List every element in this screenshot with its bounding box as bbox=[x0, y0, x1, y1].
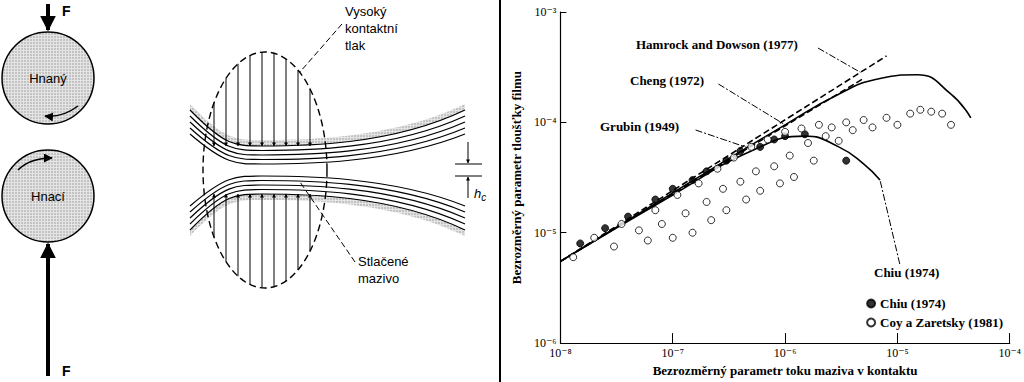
svg-text:10⁻⁵: 10⁻⁵ bbox=[886, 346, 909, 360]
svg-text:hc: hc bbox=[474, 186, 486, 203]
svg-text:Hnací: Hnací bbox=[31, 189, 65, 204]
svg-text:10⁻⁷: 10⁻⁷ bbox=[661, 346, 684, 360]
svg-text:10⁻⁶: 10⁻⁶ bbox=[774, 346, 797, 360]
svg-text:10⁻⁴: 10⁻⁴ bbox=[998, 346, 1021, 360]
svg-text:Cheng (1972): Cheng (1972) bbox=[630, 73, 704, 88]
svg-text:kontaktní: kontaktní bbox=[345, 21, 398, 36]
svg-text:Coy a Zaretsky (1981): Coy a Zaretsky (1981) bbox=[880, 315, 1003, 330]
svg-text:tlak: tlak bbox=[345, 38, 366, 53]
svg-text:Grubin (1949): Grubin (1949) bbox=[600, 119, 679, 134]
svg-text:Vysoký: Vysoký bbox=[345, 4, 387, 19]
svg-text:Hamrock and Dowson (1977): Hamrock and Dowson (1977) bbox=[636, 37, 798, 52]
svg-text:Chiu (1974): Chiu (1974) bbox=[880, 296, 945, 311]
svg-text:Bezrozměrný parametr tloušťky: Bezrozměrný parametr tloušťky filmu bbox=[509, 71, 524, 284]
svg-text:mazivo: mazivo bbox=[358, 271, 399, 286]
svg-text:Stlačené: Stlačené bbox=[358, 254, 409, 269]
svg-text:10⁻⁸: 10⁻⁸ bbox=[549, 346, 572, 360]
svg-text:Chiu (1974): Chiu (1974) bbox=[874, 265, 939, 280]
svg-text:Hnaný: Hnaný bbox=[29, 71, 67, 86]
svg-text:10⁻⁴: 10⁻⁴ bbox=[534, 115, 557, 129]
svg-text:10⁻⁵: 10⁻⁵ bbox=[534, 226, 557, 240]
svg-text:10⁻³: 10⁻³ bbox=[534, 5, 556, 19]
svg-text:F: F bbox=[62, 363, 71, 379]
svg-text:Bezrozměrný parametr toku mazi: Bezrozměrný parametr toku maziva v konta… bbox=[653, 363, 918, 378]
svg-text:10⁻⁶: 10⁻⁶ bbox=[533, 336, 557, 351]
svg-text:F: F bbox=[62, 3, 71, 19]
